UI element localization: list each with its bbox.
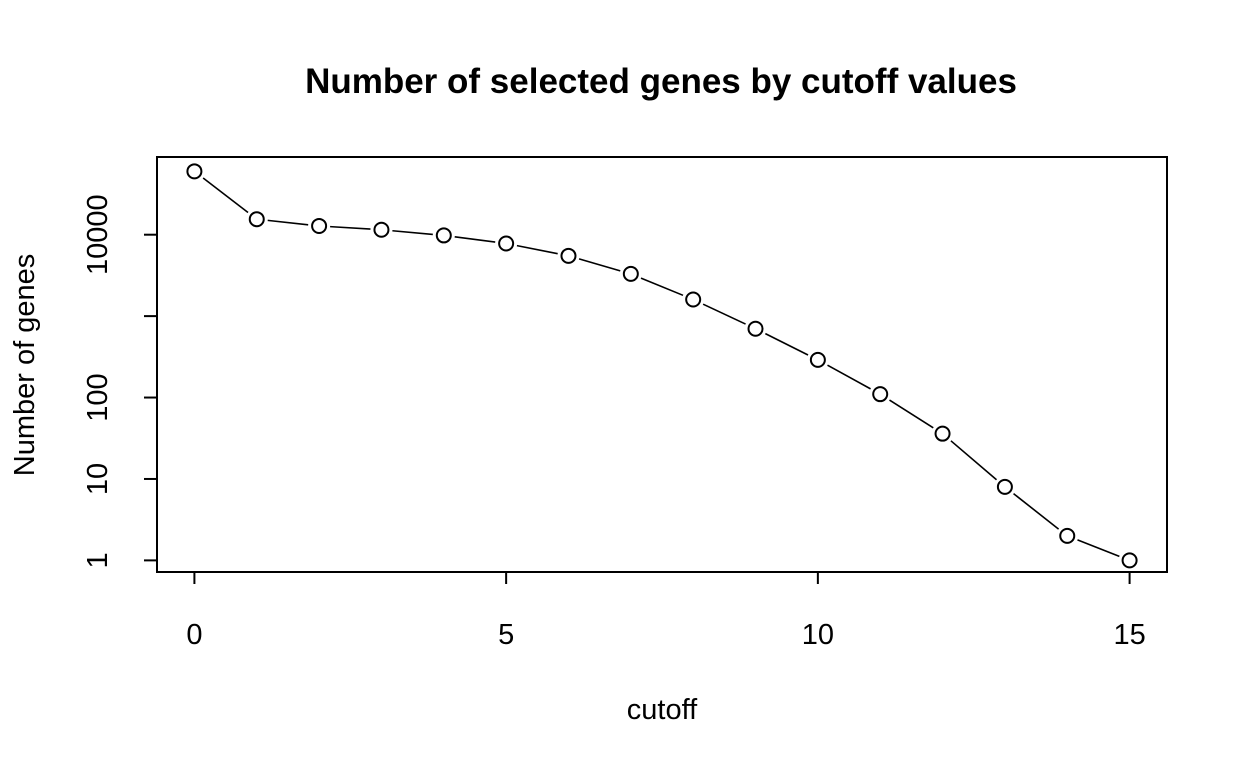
x-axis-label: cutoff bbox=[627, 694, 698, 726]
data-point bbox=[996, 478, 1013, 495]
line-segment bbox=[330, 225, 371, 230]
line-segment bbox=[950, 440, 998, 481]
y-axis: 1 10 100 10000 bbox=[82, 194, 157, 568]
data-points bbox=[186, 163, 1138, 569]
line-segment bbox=[267, 219, 309, 226]
line-segment bbox=[827, 364, 871, 390]
line-segment bbox=[702, 303, 746, 325]
x-tick-label: 15 bbox=[1113, 619, 1145, 651]
y-tick-label: 10 bbox=[82, 463, 114, 495]
data-point bbox=[747, 320, 764, 337]
line-segment bbox=[202, 177, 249, 214]
data-point bbox=[435, 227, 452, 244]
data-point bbox=[622, 265, 639, 282]
data-point bbox=[373, 221, 390, 238]
data-point bbox=[809, 351, 826, 368]
x-tick-label: 5 bbox=[498, 619, 514, 651]
line-segment bbox=[765, 332, 809, 356]
data-point bbox=[934, 425, 951, 442]
line-segments bbox=[202, 177, 1120, 558]
line-segment bbox=[578, 258, 621, 272]
data-point bbox=[1059, 527, 1076, 544]
line-segment bbox=[640, 277, 684, 297]
line-segment bbox=[1013, 493, 1060, 530]
data-point bbox=[186, 163, 203, 180]
line-segment bbox=[889, 399, 934, 429]
data-point bbox=[248, 211, 265, 228]
chart-title: Number of selected genes by cutoff value… bbox=[305, 62, 1017, 101]
line-segment bbox=[516, 244, 558, 255]
data-point bbox=[685, 291, 702, 308]
line-segment bbox=[1077, 539, 1120, 558]
data-point bbox=[872, 386, 889, 403]
y-tick-label: 10000 bbox=[82, 194, 114, 275]
data-point bbox=[1121, 552, 1138, 569]
x-tick-label: 10 bbox=[802, 619, 834, 651]
x-axis: 0 5 10 15 bbox=[186, 572, 1146, 651]
data-point bbox=[498, 235, 515, 252]
line-segment bbox=[454, 236, 496, 243]
x-tick-label: 0 bbox=[186, 619, 202, 651]
data-point bbox=[560, 247, 577, 264]
y-tick-label: 100 bbox=[82, 373, 114, 421]
plot-frame bbox=[156, 156, 1168, 573]
y-axis-label: Number of genes bbox=[9, 254, 41, 476]
line-segment bbox=[392, 229, 433, 236]
y-tick-label: 1 bbox=[82, 552, 114, 568]
data-point bbox=[311, 217, 328, 234]
